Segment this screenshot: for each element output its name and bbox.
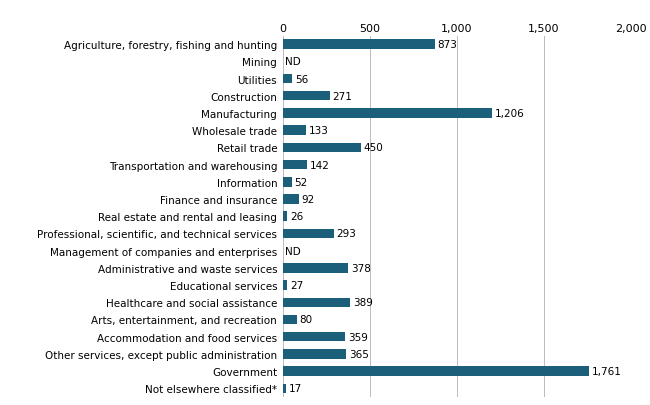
Bar [283,40,435,50]
Text: 92: 92 [302,194,315,205]
Text: 1,206: 1,206 [495,109,525,119]
Bar [283,212,287,222]
Text: 293: 293 [336,229,356,239]
Bar [283,298,350,307]
Bar [283,367,589,376]
Bar [283,195,299,204]
Text: 1,761: 1,761 [592,366,621,376]
Text: 378: 378 [351,263,371,273]
Bar [283,143,361,153]
Bar [283,263,348,273]
Bar [283,349,346,359]
Text: 873: 873 [437,40,457,50]
Bar [283,92,330,101]
Text: 17: 17 [289,383,302,393]
Text: 271: 271 [333,92,352,102]
Text: 142: 142 [310,160,330,170]
Bar [283,160,307,170]
Bar [283,315,296,324]
Bar [283,384,286,393]
Bar [283,126,306,136]
Text: 26: 26 [290,212,303,222]
Bar [283,229,333,239]
Text: 365: 365 [349,349,369,359]
Bar [283,281,287,290]
Bar [283,332,345,341]
Text: 450: 450 [363,143,383,153]
Bar [283,178,292,187]
Bar [283,109,493,118]
Text: 359: 359 [348,332,368,342]
Text: ND: ND [285,57,301,67]
Text: 56: 56 [295,75,308,84]
Text: ND: ND [285,246,301,256]
Text: 80: 80 [299,315,313,325]
Text: 52: 52 [294,177,307,188]
Text: 133: 133 [309,126,328,136]
Bar [283,75,292,84]
Text: 389: 389 [353,298,373,307]
Text: 27: 27 [290,280,304,290]
